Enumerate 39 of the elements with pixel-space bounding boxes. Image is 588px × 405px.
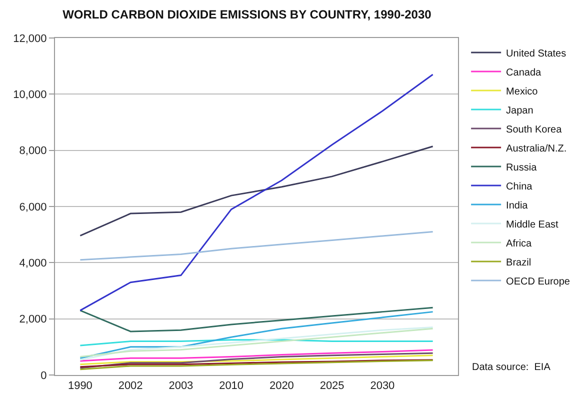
x-tick-label: 2030 bbox=[370, 380, 395, 392]
legend-label: Canada bbox=[506, 67, 542, 78]
legend-label: Middle East bbox=[506, 219, 559, 230]
legend-label: Japan bbox=[506, 105, 534, 116]
legend-label: Russia bbox=[506, 162, 538, 174]
legend-label: India bbox=[506, 200, 528, 212]
line-series bbox=[79, 74, 434, 312]
line-series bbox=[79, 146, 434, 236]
x-tick-label: 2010 bbox=[219, 380, 244, 392]
line-series bbox=[79, 360, 434, 370]
legend-label: Brazil bbox=[506, 257, 532, 268]
source-note: Data source: EIA bbox=[472, 362, 551, 373]
x-tick-label: 1990 bbox=[68, 380, 92, 392]
y-tick-label: 2,000 bbox=[19, 314, 47, 326]
x-tick-label: 2025 bbox=[320, 380, 344, 392]
legend-label: South Korea bbox=[506, 124, 562, 136]
y-tick-label: 10,000 bbox=[13, 89, 47, 102]
legend-label: Australia/N.Z. bbox=[506, 143, 567, 154]
x-tick-label: 2002 bbox=[118, 380, 143, 392]
line-series bbox=[79, 349, 434, 362]
legend-label: Mexico bbox=[506, 86, 538, 98]
line-series bbox=[79, 231, 434, 261]
line-series bbox=[79, 359, 434, 368]
legend-label: Africa bbox=[506, 238, 532, 250]
legend-label: OECD Europe bbox=[506, 276, 570, 288]
chart-title: WORLD CARBON DIOXIDE EMISSIONS BY COUNTRY, 1990-2030 bbox=[62, 8, 432, 22]
line-series bbox=[79, 354, 434, 366]
y-tick-label: 0 bbox=[40, 370, 47, 382]
line-series bbox=[79, 352, 434, 369]
y-tick-label: 6,000 bbox=[19, 201, 47, 214]
x-tick-label: 2020 bbox=[269, 380, 294, 392]
y-tick-label: 4,000 bbox=[19, 258, 47, 270]
legend-label: United States bbox=[506, 48, 566, 60]
line-series bbox=[79, 311, 434, 359]
y-tick-label: 12,000 bbox=[13, 32, 47, 45]
x-tick-label: 2003 bbox=[168, 380, 194, 392]
legend-label: China bbox=[506, 181, 533, 192]
y-tick-label: 8,000 bbox=[19, 145, 47, 158]
line-series bbox=[79, 306, 434, 332]
